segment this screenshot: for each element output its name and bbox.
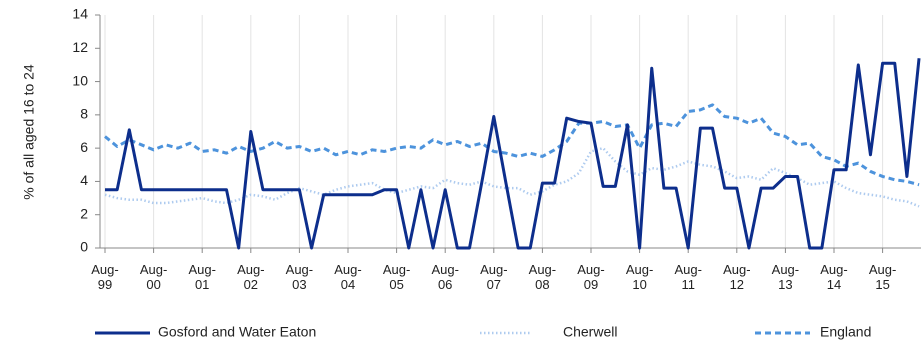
series-line — [104, 146, 920, 208]
legend-label: England — [820, 324, 871, 340]
y-tick-label: 6 — [80, 139, 88, 155]
x-tick-label: Aug-99 — [91, 262, 119, 292]
legend-label: Cherwell — [563, 324, 617, 340]
x-tick-label: Aug-01 — [188, 262, 216, 292]
x-tick-label: Aug-12 — [723, 262, 751, 292]
y-axis-title: % of all aged 16 to 24 — [21, 64, 37, 200]
x-tick-label: Aug-05 — [382, 262, 411, 292]
x-tick-label: Aug-15 — [868, 262, 897, 292]
x-tick-label: Aug-09 — [577, 262, 605, 292]
x-tick-label: Aug-07 — [480, 262, 508, 292]
y-tick-label: 0 — [80, 239, 88, 255]
y-tick-label: 8 — [80, 106, 88, 122]
y-tick-label: 12 — [72, 39, 88, 55]
series-line — [105, 58, 921, 250]
x-tick-label: Aug-03 — [285, 262, 314, 292]
y-tick-label: 2 — [80, 205, 88, 221]
x-tick-label: Aug-14 — [820, 262, 848, 292]
legend-label: Gosford and Water Eaton — [158, 324, 316, 340]
y-tick-label: 10 — [72, 72, 88, 88]
x-tick-label: Aug-11 — [674, 262, 702, 292]
x-tick-label: Aug-10 — [625, 262, 654, 292]
x-tick-label: Aug-13 — [771, 262, 800, 292]
x-tick-label: Aug-04 — [334, 262, 362, 292]
series-line — [104, 103, 920, 187]
y-tick-label: 4 — [80, 172, 88, 188]
x-tick-label: Aug-08 — [528, 262, 557, 292]
x-tick-label: Aug-06 — [431, 262, 459, 292]
x-tick-label: Aug-00 — [139, 262, 168, 292]
y-tick-label: 14 — [72, 6, 88, 22]
x-tick-label: Aug-02 — [237, 262, 265, 292]
